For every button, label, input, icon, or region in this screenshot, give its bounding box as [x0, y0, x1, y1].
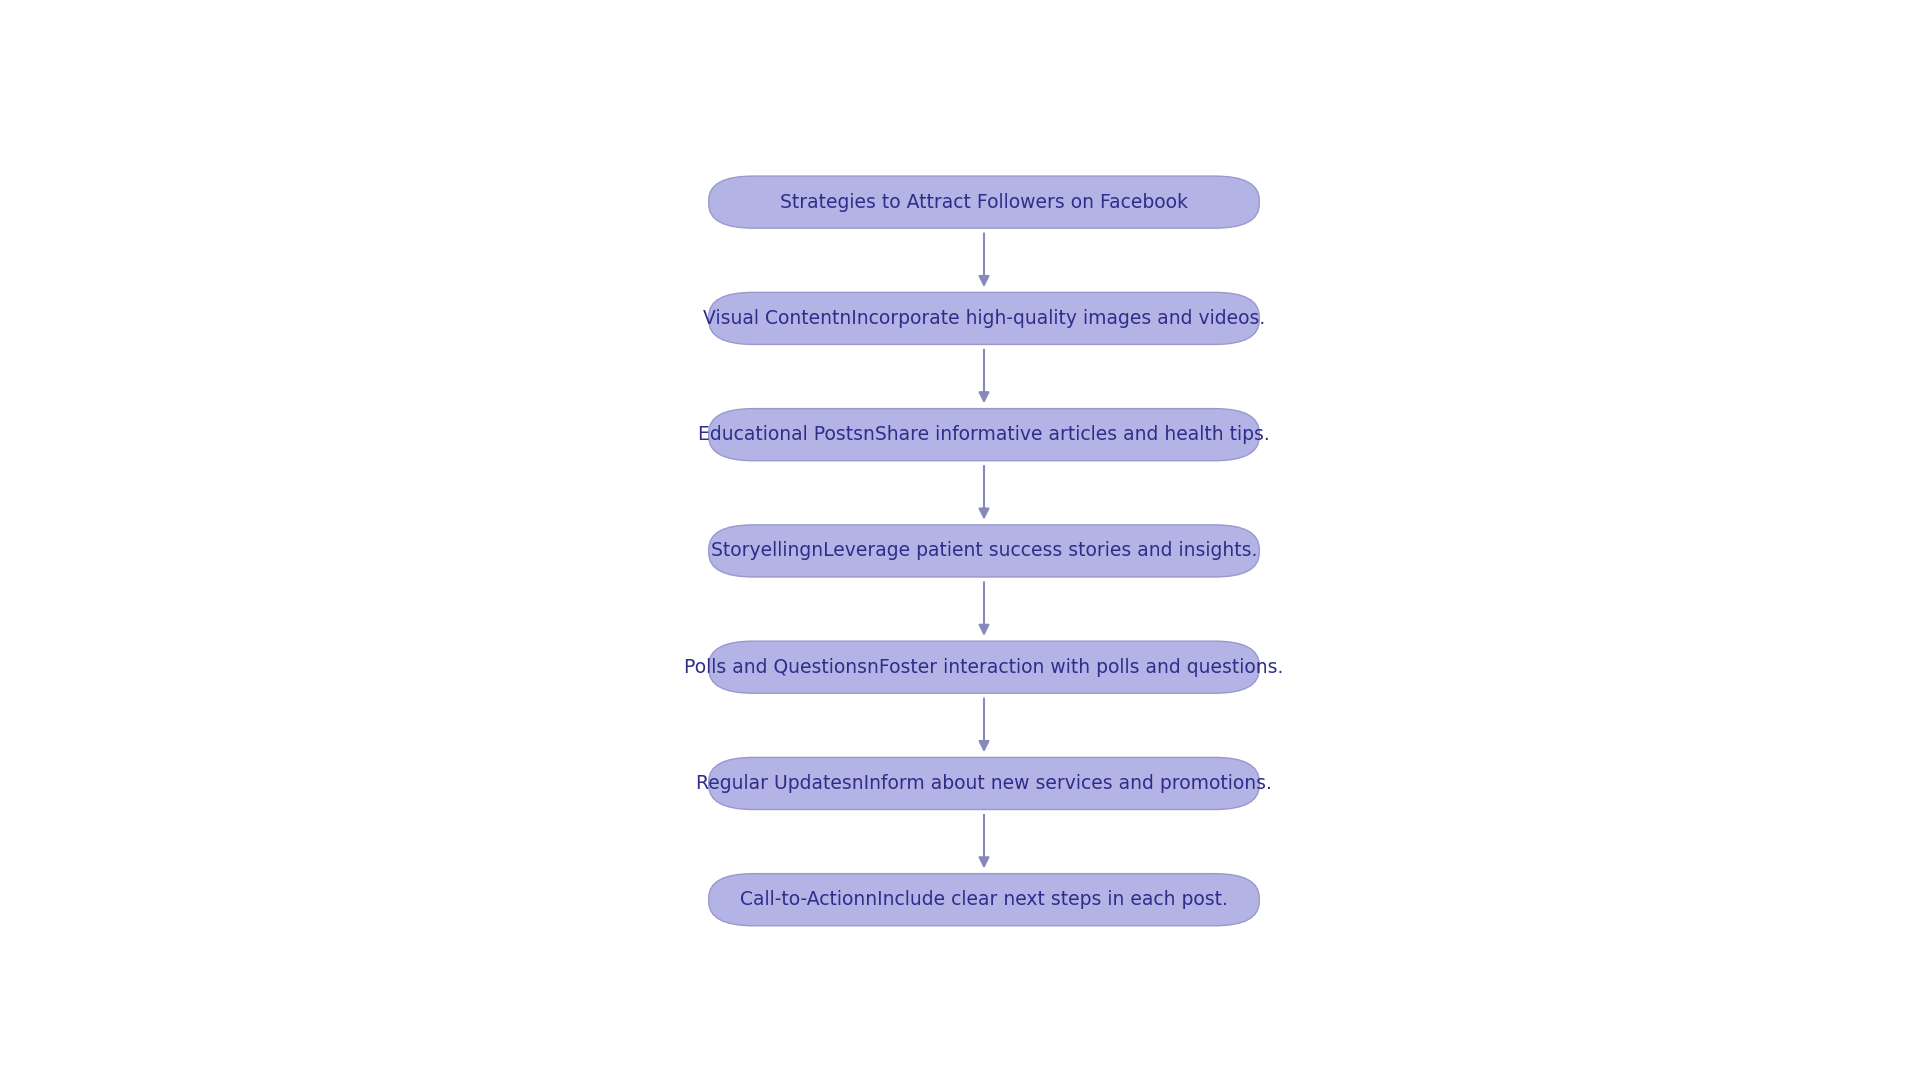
Text: Educational PostsnShare informative articles and health tips.: Educational PostsnShare informative arti…	[699, 426, 1269, 444]
Text: Regular UpdatesnInform about new services and promotions.: Regular UpdatesnInform about new service…	[697, 774, 1271, 793]
Text: Call-to-ActionnInclude clear next steps in each post.: Call-to-ActionnInclude clear next steps …	[739, 890, 1229, 910]
FancyBboxPatch shape	[708, 292, 1260, 344]
Text: Visual ContentnIncorporate high-quality images and videos.: Visual ContentnIncorporate high-quality …	[703, 309, 1265, 328]
Text: StoryellingnLeverage patient success stories and insights.: StoryellingnLeverage patient success sto…	[710, 542, 1258, 560]
FancyBboxPatch shape	[708, 408, 1260, 460]
Text: Strategies to Attract Followers on Facebook: Strategies to Attract Followers on Faceb…	[780, 193, 1188, 211]
FancyBboxPatch shape	[708, 525, 1260, 577]
FancyBboxPatch shape	[708, 177, 1260, 229]
FancyBboxPatch shape	[708, 757, 1260, 809]
FancyBboxPatch shape	[708, 641, 1260, 693]
Text: Polls and QuestionsnFoster interaction with polls and questions.: Polls and QuestionsnFoster interaction w…	[684, 657, 1284, 677]
FancyBboxPatch shape	[708, 874, 1260, 926]
